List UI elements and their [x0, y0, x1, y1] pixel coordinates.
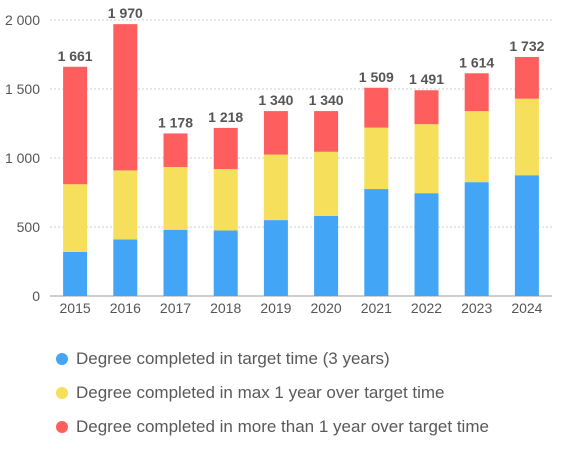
total-label-2020: 1 340	[309, 92, 344, 108]
bar-2022-series-0	[414, 193, 439, 296]
total-label-2021: 1 509	[359, 69, 394, 85]
x-tick-label-2023: 2023	[461, 300, 492, 316]
bar-2018-series-0	[213, 230, 238, 296]
total-label-2023: 1 614	[459, 54, 494, 70]
bars	[63, 24, 539, 296]
x-tick-label-2024: 2024	[511, 300, 542, 316]
bar-2017-series-0	[163, 229, 188, 296]
x-tick-label-2019: 2019	[260, 300, 291, 316]
x-tick-label-2020: 2020	[311, 300, 342, 316]
legend-label-target-time: Degree completed in target time (3 years…	[76, 349, 390, 368]
bar-2024-series-2	[514, 56, 539, 99]
bar-2015-series-2	[63, 66, 88, 185]
total-label-2019: 1 340	[258, 92, 293, 108]
bar-2016-series-2	[113, 24, 138, 171]
bar-2020-series-1	[314, 151, 339, 216]
total-label-2017: 1 178	[158, 114, 193, 130]
bar-2017-series-1	[163, 166, 188, 230]
y-tick-label-3: 1 500	[5, 81, 40, 97]
bar-2020-series-2	[314, 111, 339, 152]
bar-2017-series-2	[163, 133, 188, 167]
total-label-2015: 1 661	[58, 48, 93, 64]
total-label-2024: 1 732	[509, 38, 544, 54]
bar-2016-series-1	[113, 170, 138, 240]
x-tick-label-2015: 2015	[60, 300, 91, 316]
bar-2023-series-0	[464, 182, 489, 296]
total-label-2022: 1 491	[409, 71, 444, 87]
x-tick-label-2016: 2016	[110, 300, 141, 316]
x-tick-label-2018: 2018	[210, 300, 241, 316]
legend-label-more-than-1-year: Degree completed in more than 1 year ove…	[76, 417, 489, 436]
bar-2021-series-1	[364, 127, 389, 190]
legend-item-more-than-1-year: Degree completed in more than 1 year ove…	[56, 410, 489, 444]
bar-2021-series-0	[364, 189, 389, 296]
legend: Degree completed in target time (3 years…	[56, 342, 489, 444]
total-label-2018: 1 218	[208, 109, 243, 125]
bar-2023-series-2	[464, 73, 489, 112]
bar-2024-series-1	[514, 98, 539, 176]
y-tick-label-0: 0	[32, 288, 40, 304]
legend-item-target-time: Degree completed in target time (3 years…	[56, 342, 489, 376]
y-tick-label-4: 2 000	[5, 12, 40, 28]
bar-2019-series-0	[263, 220, 288, 296]
legend-marker-more-than-1-year	[56, 421, 68, 433]
total-labels: 1 661 1 970 1 178 1 218 1 340 1 340 1 509 1 491…	[58, 5, 545, 130]
legend-label-max-1-year: Degree completed in max 1 year over targ…	[76, 383, 445, 402]
x-tick-label-2021: 2021	[361, 300, 392, 316]
bar-2022-series-1	[414, 124, 439, 194]
x-tick-label-2022: 2022	[411, 300, 442, 316]
legend-marker-max-1-year	[56, 387, 68, 399]
y-axis: 0 500 1 000 1 500 2 000	[5, 12, 40, 304]
bar-2015-series-0	[63, 251, 88, 296]
y-tick-label-2: 1 000	[5, 150, 40, 166]
total-label-2016: 1 970	[108, 5, 143, 21]
bar-2019-series-1	[263, 154, 288, 221]
bar-2018-series-2	[213, 127, 238, 170]
bar-2024-series-0	[514, 175, 539, 296]
legend-item-max-1-year: Degree completed in max 1 year over targ…	[56, 376, 489, 410]
y-tick-label-1: 500	[17, 219, 41, 235]
bar-2020-series-0	[314, 215, 339, 296]
legend-marker-target-time	[56, 353, 68, 365]
bar-2018-series-1	[213, 169, 238, 231]
bar-2023-series-1	[464, 111, 489, 183]
bar-2021-series-2	[364, 87, 389, 128]
x-axis: 2015 2016 2017 2018 2019 2020 2021 2022 2023 2024	[60, 300, 543, 316]
bar-2015-series-1	[63, 184, 88, 252]
stacked-bar-chart: 0 500 1 000 1 500 2 000 1 661 1 970 1 178 1 218…	[5, 5, 552, 316]
x-tick-label-2017: 2017	[160, 300, 191, 316]
bar-2022-series-2	[414, 90, 439, 125]
bar-2016-series-0	[113, 239, 138, 296]
bar-2019-series-2	[263, 111, 288, 155]
